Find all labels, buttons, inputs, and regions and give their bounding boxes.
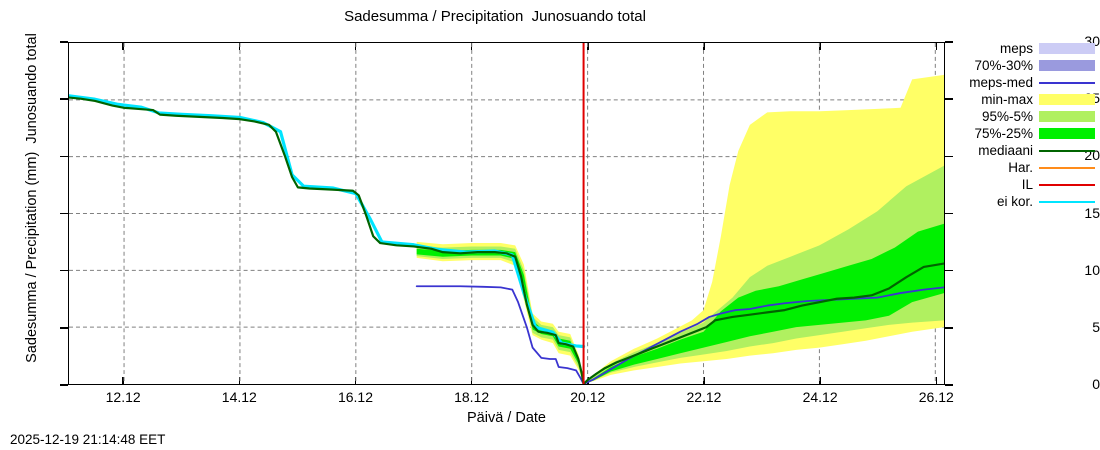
legend-item[interactable]: min-max — [960, 91, 1095, 108]
chart-title: Sadesumma / Precipitation Junosuando tot… — [344, 8, 646, 25]
x-tick-mark — [238, 42, 241, 50]
series-line-eikor — [69, 94, 586, 349]
x-tick-label: 22.12 — [686, 389, 722, 405]
legend-item[interactable]: 70%-30% — [960, 57, 1095, 74]
legend-item-label: 75%-25% — [974, 126, 1033, 141]
y-tick-mark — [60, 155, 68, 158]
legend-item[interactable]: meps — [960, 40, 1095, 57]
legend-item-label: IL — [1021, 177, 1033, 192]
legend-item[interactable]: IL — [960, 176, 1095, 193]
x-axis-label: Päivä / Date — [467, 410, 546, 426]
y-tick-mark — [945, 327, 953, 329]
x-tick-mark — [122, 42, 124, 50]
legend-item-swatch — [1039, 81, 1095, 84]
legend-item-swatch — [1039, 183, 1095, 186]
legend-item-label: Har. — [1008, 160, 1033, 175]
legend-item-label: ei kor. — [996, 194, 1033, 209]
y-tick-mark — [945, 41, 953, 43]
y-tick-mark — [60, 327, 68, 329]
x-tick-label: 24.12 — [802, 389, 838, 405]
y-tick-mark — [945, 269, 953, 272]
timestamp-label: 2025-12-19 21:14:48 EET — [10, 432, 166, 447]
legend-item-swatch — [1039, 60, 1095, 71]
y-tick-mark — [60, 98, 68, 100]
legend-item-swatch — [1039, 94, 1095, 105]
y-tick-label: 5 — [1092, 318, 1100, 335]
x-tick-mark — [122, 377, 124, 385]
plot-canvas — [69, 43, 944, 384]
x-tick-label: 26.12 — [918, 389, 954, 405]
x-tick-label: 16.12 — [337, 389, 373, 405]
legend-item[interactable]: 95%-5% — [960, 108, 1095, 125]
x-tick-label: 18.12 — [454, 389, 490, 405]
legend-item[interactable]: meps-med — [960, 74, 1095, 91]
x-tick-mark — [935, 377, 938, 385]
y-tick-label: 0 — [1092, 376, 1100, 392]
x-tick-label: 14.12 — [221, 389, 257, 405]
legend-item-swatch — [1039, 111, 1095, 122]
legend-item-label: 70%-30% — [974, 58, 1033, 73]
y-tick-mark — [60, 269, 68, 272]
x-tick-mark — [238, 377, 241, 385]
legend-item-swatch — [1039, 43, 1095, 54]
y-tick-mark — [945, 155, 953, 158]
legend-item-label: meps-med — [969, 75, 1033, 90]
x-tick-label: 12.12 — [105, 389, 141, 405]
y-tick-mark — [945, 384, 953, 386]
plot-area — [68, 42, 945, 385]
legend-item-swatch — [1039, 149, 1095, 152]
series-line-meps-med — [415, 285, 944, 384]
y-tick-mark — [60, 41, 68, 43]
legend-item-label: 95%-5% — [981, 109, 1033, 124]
legend-item[interactable]: ei kor. — [960, 193, 1095, 210]
legend-item-swatch — [1039, 128, 1095, 139]
band-75-25 — [416, 223, 944, 384]
x-tick-mark — [819, 42, 821, 50]
x-tick-mark — [935, 42, 938, 50]
series-line-mediaani — [69, 96, 944, 384]
legend-item-swatch — [1039, 166, 1095, 169]
legend-item-swatch — [1039, 200, 1095, 203]
y-tick-mark — [945, 212, 953, 215]
legend-item-label: mediaani — [978, 143, 1033, 158]
legend-item[interactable]: Har. — [960, 159, 1095, 176]
y-tick-label: 15 — [1084, 204, 1100, 221]
legend-item[interactable]: 75%-25% — [960, 125, 1095, 142]
y-tick-mark — [945, 98, 953, 100]
chart-legend: meps 70%-30% meps-med min-max 95%-5% 75%-25% m… — [960, 40, 1095, 210]
legend-item-label: meps — [999, 41, 1033, 56]
y-tick-mark — [60, 384, 68, 386]
legend-item-label: min-max — [981, 92, 1033, 107]
x-tick-mark — [819, 377, 821, 385]
legend-item[interactable]: mediaani — [960, 142, 1095, 159]
y-axis-label: Sadesumma / Precipitation (mm) Junosuand… — [24, 33, 40, 363]
x-tick-label: 20.12 — [570, 389, 606, 405]
y-tick-label: 10 — [1084, 261, 1100, 278]
y-tick-mark — [60, 212, 68, 215]
